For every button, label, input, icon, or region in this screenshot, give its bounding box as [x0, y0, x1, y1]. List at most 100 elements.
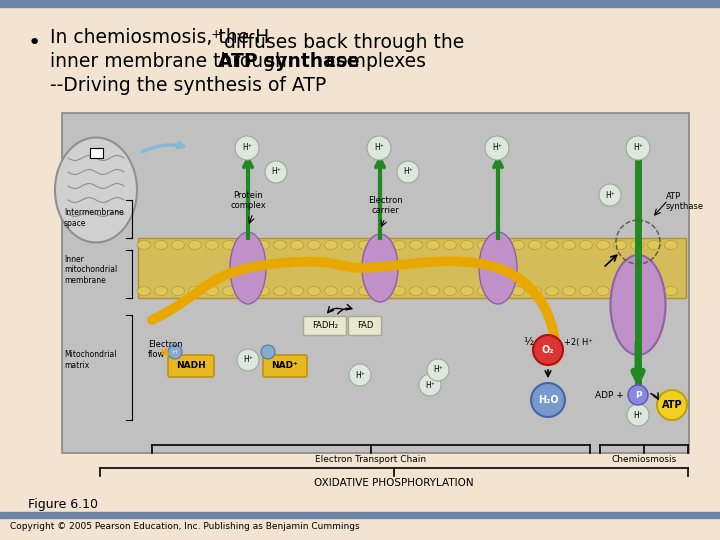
Text: FAD: FAD — [357, 321, 373, 330]
FancyBboxPatch shape — [348, 316, 382, 335]
Text: H⁺: H⁺ — [425, 381, 435, 389]
Text: ½: ½ — [523, 337, 533, 347]
Text: ATP: ATP — [662, 400, 683, 410]
Ellipse shape — [222, 240, 235, 249]
Circle shape — [265, 161, 287, 183]
Text: H⁺: H⁺ — [492, 144, 502, 152]
Ellipse shape — [240, 240, 253, 249]
Ellipse shape — [444, 287, 456, 295]
Circle shape — [235, 136, 259, 160]
Ellipse shape — [290, 240, 304, 249]
Ellipse shape — [307, 287, 320, 295]
Bar — [0, 512, 720, 518]
Ellipse shape — [256, 240, 269, 249]
Ellipse shape — [613, 287, 626, 295]
Circle shape — [657, 390, 687, 420]
Ellipse shape — [138, 240, 150, 249]
Ellipse shape — [477, 287, 490, 295]
Circle shape — [485, 136, 509, 160]
Ellipse shape — [325, 240, 338, 249]
Ellipse shape — [205, 287, 218, 295]
Text: FADH₂: FADH₂ — [312, 321, 338, 330]
Ellipse shape — [495, 240, 508, 249]
Ellipse shape — [205, 240, 218, 249]
Ellipse shape — [362, 234, 398, 302]
Text: O₂: O₂ — [541, 345, 554, 355]
Text: +2( H⁺: +2( H⁺ — [564, 338, 593, 347]
Text: H⁺: H⁺ — [271, 167, 281, 177]
Text: ATP synthase: ATP synthase — [218, 52, 359, 71]
FancyBboxPatch shape — [168, 355, 214, 377]
Ellipse shape — [647, 287, 660, 295]
Ellipse shape — [665, 287, 678, 295]
Text: H⁺: H⁺ — [242, 144, 252, 152]
Ellipse shape — [274, 240, 287, 249]
Ellipse shape — [307, 240, 320, 249]
Ellipse shape — [631, 287, 644, 295]
Ellipse shape — [426, 287, 439, 295]
Ellipse shape — [256, 287, 269, 295]
Circle shape — [427, 359, 449, 381]
Ellipse shape — [546, 287, 559, 295]
Text: H⁺: H⁺ — [243, 355, 253, 364]
Text: Inner
mitochondrial
membrane: Inner mitochondrial membrane — [64, 255, 117, 285]
Text: inner membrane through: inner membrane through — [50, 52, 293, 71]
Text: H⁺: H⁺ — [355, 370, 365, 380]
Ellipse shape — [511, 287, 524, 295]
Ellipse shape — [410, 287, 423, 295]
Circle shape — [533, 335, 563, 365]
Text: OXIDATIVE PHOSPHORYLATION: OXIDATIVE PHOSPHORYLATION — [314, 478, 474, 488]
Text: ATP
synthase: ATP synthase — [666, 192, 704, 211]
Text: NAD⁺: NAD⁺ — [271, 361, 298, 370]
Ellipse shape — [665, 240, 678, 249]
Text: •: • — [28, 33, 41, 53]
Circle shape — [531, 383, 565, 417]
Ellipse shape — [580, 287, 593, 295]
Text: Copyright © 2005 Pearson Education, Inc. Publishing as Benjamin Cummings: Copyright © 2005 Pearson Education, Inc.… — [10, 522, 359, 531]
Ellipse shape — [495, 287, 508, 295]
Ellipse shape — [647, 240, 660, 249]
Ellipse shape — [274, 287, 287, 295]
Ellipse shape — [325, 287, 338, 295]
Circle shape — [237, 349, 259, 371]
Ellipse shape — [611, 255, 665, 355]
Text: H⁺: H⁺ — [633, 144, 643, 152]
Ellipse shape — [631, 240, 644, 249]
Ellipse shape — [230, 232, 266, 304]
Text: H⁺: H⁺ — [374, 144, 384, 152]
Text: Mitochondrial
matrix: Mitochondrial matrix — [64, 350, 117, 370]
Circle shape — [628, 385, 648, 405]
Ellipse shape — [461, 287, 474, 295]
Ellipse shape — [376, 287, 389, 295]
Ellipse shape — [138, 287, 150, 295]
Ellipse shape — [392, 287, 405, 295]
Circle shape — [626, 136, 650, 160]
Ellipse shape — [562, 240, 575, 249]
Ellipse shape — [171, 240, 184, 249]
Text: --Driving the synthesis of ATP: --Driving the synthesis of ATP — [50, 76, 326, 95]
Ellipse shape — [155, 240, 168, 249]
Ellipse shape — [240, 287, 253, 295]
Circle shape — [367, 136, 391, 160]
Circle shape — [599, 184, 621, 206]
Bar — [138, 238, 686, 298]
Ellipse shape — [222, 287, 235, 295]
Text: H₂O: H₂O — [538, 395, 558, 405]
Ellipse shape — [341, 240, 354, 249]
Bar — [0, 0, 720, 7]
Text: Intermembrane
space: Intermembrane space — [64, 208, 124, 228]
Ellipse shape — [426, 240, 439, 249]
Circle shape — [627, 404, 649, 426]
Text: Figure 6.10: Figure 6.10 — [28, 498, 98, 511]
Text: Chemiosmosis: Chemiosmosis — [611, 455, 677, 464]
Circle shape — [349, 364, 371, 386]
Circle shape — [168, 345, 182, 359]
Text: Protein
complex: Protein complex — [230, 191, 266, 210]
Text: H⁺: H⁺ — [403, 167, 413, 177]
Text: H⁺: H⁺ — [433, 366, 443, 375]
FancyBboxPatch shape — [304, 316, 346, 335]
Text: Electron
carrier: Electron carrier — [368, 195, 402, 215]
Ellipse shape — [189, 240, 202, 249]
Bar — [62, 113, 689, 453]
Ellipse shape — [479, 232, 517, 304]
